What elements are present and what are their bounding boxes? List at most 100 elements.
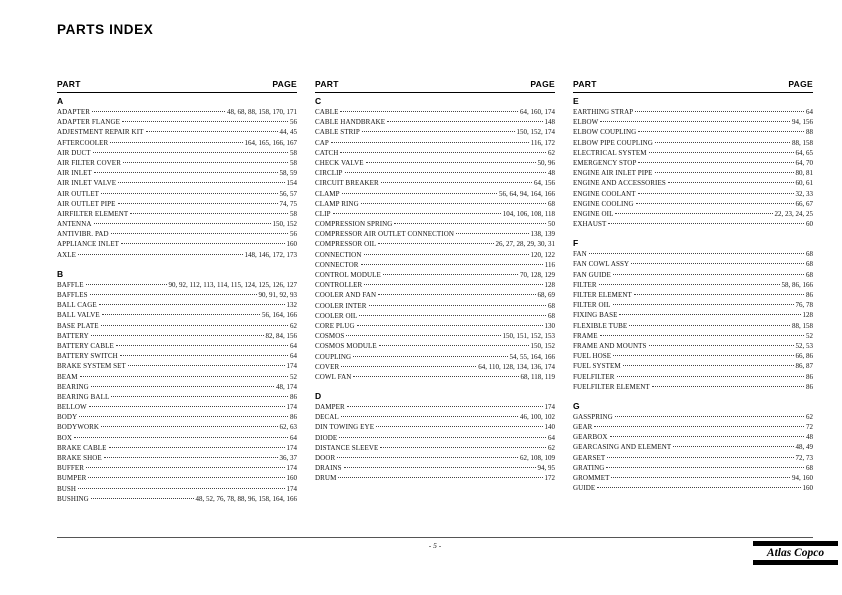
page-numbers: 56 <box>290 118 297 127</box>
index-entry: EXHAUST 60 <box>573 219 813 229</box>
index-entry: DRAINS 94, 95 <box>315 463 555 473</box>
dotted-leader <box>594 426 804 428</box>
part-name: ENGINE OIL <box>573 209 614 218</box>
part-name: BUSHING <box>57 494 89 503</box>
index-entry: ENGINE AND ACCESSORIES 60, 61 <box>573 178 813 188</box>
index-entry: GUIDE 160 <box>573 483 813 493</box>
part-name: GEARSET <box>573 453 606 462</box>
part-name: BODY <box>57 413 78 422</box>
page-numbers: 174 <box>286 443 298 452</box>
page-numbers: 174 <box>286 464 298 473</box>
index-entry: GROMMET 94, 160 <box>573 473 813 483</box>
logo-bar-top <box>753 541 838 546</box>
index-column-2: PART PAGE C CABLE 64, 160, 174 CABLE HANDBRAK… <box>315 79 555 504</box>
index-entry: ELBOW COUPLING 88 <box>573 127 813 137</box>
index-entry: BAFFLES 90, 91, 92, 93 <box>57 290 297 300</box>
section-letter: F <box>573 238 579 249</box>
dotted-leader <box>363 253 529 255</box>
index-entry: ADJESTMENT REPAIR KIT 44, 45 <box>57 127 297 137</box>
index-entry: ENGINE COOLING 66, 67 <box>573 199 813 209</box>
part-name: AFTERCOOLER <box>57 138 109 147</box>
part-name: COSMOS <box>315 332 345 341</box>
index-entry: BEARING 48, 174 <box>57 382 297 392</box>
part-name: EARTHING STRAP <box>573 108 634 116</box>
page-numbers: 88 <box>806 128 813 137</box>
part-name: CONTROLLER <box>315 281 363 290</box>
dotted-leader <box>364 284 543 286</box>
dotted-leader <box>98 304 285 306</box>
index-entry: CONNECTOR 116 <box>315 260 555 270</box>
page-numbers: 86 <box>290 392 297 401</box>
index-entry: CONNECTION 120, 122 <box>315 250 555 260</box>
index-section-g: G GASSPRING 62 GEAR 72 GEARBOX 48 GEARCASING AN… <box>573 401 813 494</box>
index-entry: BUSHING 48, 52, 76, 78, 88, 96, 158, 164,… <box>57 494 297 504</box>
page-numbers: 62 <box>548 443 555 452</box>
page-numbers: 64, 65 <box>795 148 814 157</box>
page-numbers: 90, 92, 112, 113, 114, 115, 124, 125, 12… <box>168 280 297 289</box>
index-entry: ANTENNA 150, 152 <box>57 219 297 229</box>
page-numbers: 62, 108, 109 <box>520 454 555 462</box>
part-name: COVER <box>315 362 340 371</box>
dotted-leader <box>101 314 260 316</box>
index-entry: BAFFLE 90, 92, 112, 113, 114, 115, 124, 1… <box>57 280 297 290</box>
index-entry: CABLE HANDBRAKE 148 <box>315 117 555 127</box>
page-numbers: 52 <box>806 331 813 340</box>
part-name: CIRCLIP <box>315 169 343 178</box>
dotted-leader <box>122 121 288 123</box>
part-name: FUELFILTER ELEMENT <box>573 382 650 391</box>
page-numbers: 22, 23, 24, 25 <box>774 209 814 218</box>
page-numbers: 148 <box>544 118 556 127</box>
dotted-leader <box>332 212 501 214</box>
dotted-leader <box>100 324 288 326</box>
part-name: BEAM <box>57 372 78 381</box>
dotted-leader <box>378 345 529 347</box>
part-name: BUSH <box>57 484 77 493</box>
index-entry: DOOR 62, 108, 109 <box>315 453 555 463</box>
section-letter: E <box>573 96 579 106</box>
index-entry: CORE PLUG 130 <box>315 321 555 331</box>
dotted-leader <box>376 426 543 428</box>
index-entry: FLEXIBLE TUBE 88, 158 <box>573 321 813 331</box>
part-name: DISTANCE SLEEVE <box>315 443 379 452</box>
page-numbers: 140 <box>544 423 556 432</box>
part-name: BEARING <box>57 382 89 391</box>
page-numbers: 60, 61 <box>795 179 814 188</box>
atlas-copco-logo: Atlas Copco <box>753 541 838 565</box>
dotted-leader <box>638 131 804 133</box>
page-column-label: PAGE <box>272 79 297 89</box>
index-entry: BRAKE CABLE 174 <box>57 443 297 453</box>
index-entry: CABLE 64, 160, 174 <box>315 107 555 117</box>
index-entry: ELBOW PIPE COUPLING 88, 158 <box>573 138 813 148</box>
dotted-leader <box>111 395 288 397</box>
page-numbers: 46, 100, 102 <box>520 413 555 422</box>
dotted-leader <box>631 263 804 265</box>
logo-text: Atlas Copco <box>766 546 825 559</box>
part-name: BELLOW <box>57 403 87 412</box>
part-name: ENGINE COOLING <box>573 199 634 208</box>
page-numbers: 160 <box>802 484 814 493</box>
index-entry: EARTHING STRAP 64 <box>573 107 813 117</box>
page-numbers: 132 <box>286 301 298 310</box>
dotted-leader <box>90 334 264 336</box>
part-name: FUEL HOSE <box>573 352 612 361</box>
index-entry: BEARING BALL 86 <box>57 392 297 402</box>
dotted-leader <box>598 283 780 285</box>
part-name: CONTROL MODULE <box>315 271 381 279</box>
page-numbers: 36, 37 <box>279 454 298 462</box>
dotted-leader <box>118 182 285 184</box>
index-entry: AIR INLET 58, 59 <box>57 168 297 178</box>
index-entry: FUELFILTER ELEMENT 86 <box>573 382 813 392</box>
column-header: PART PAGE <box>57 79 297 93</box>
page-numbers: 48, 49 <box>795 443 814 452</box>
part-name: CABLE STRIP <box>315 128 360 137</box>
part-name: COOLER OIL <box>315 311 358 320</box>
part-name: CLAMP <box>315 189 340 198</box>
index-entry: COUPLING 54, 55, 164, 166 <box>315 352 555 362</box>
page-numbers: 164, 165, 166, 167 <box>244 138 298 147</box>
part-name: CONNECTOR <box>315 260 359 269</box>
part-name: APPLIANCE INLET <box>57 240 119 249</box>
page-numbers: 64 <box>548 433 555 442</box>
dotted-leader <box>93 172 278 174</box>
dotted-leader <box>88 406 285 408</box>
dotted-leader <box>368 304 546 306</box>
